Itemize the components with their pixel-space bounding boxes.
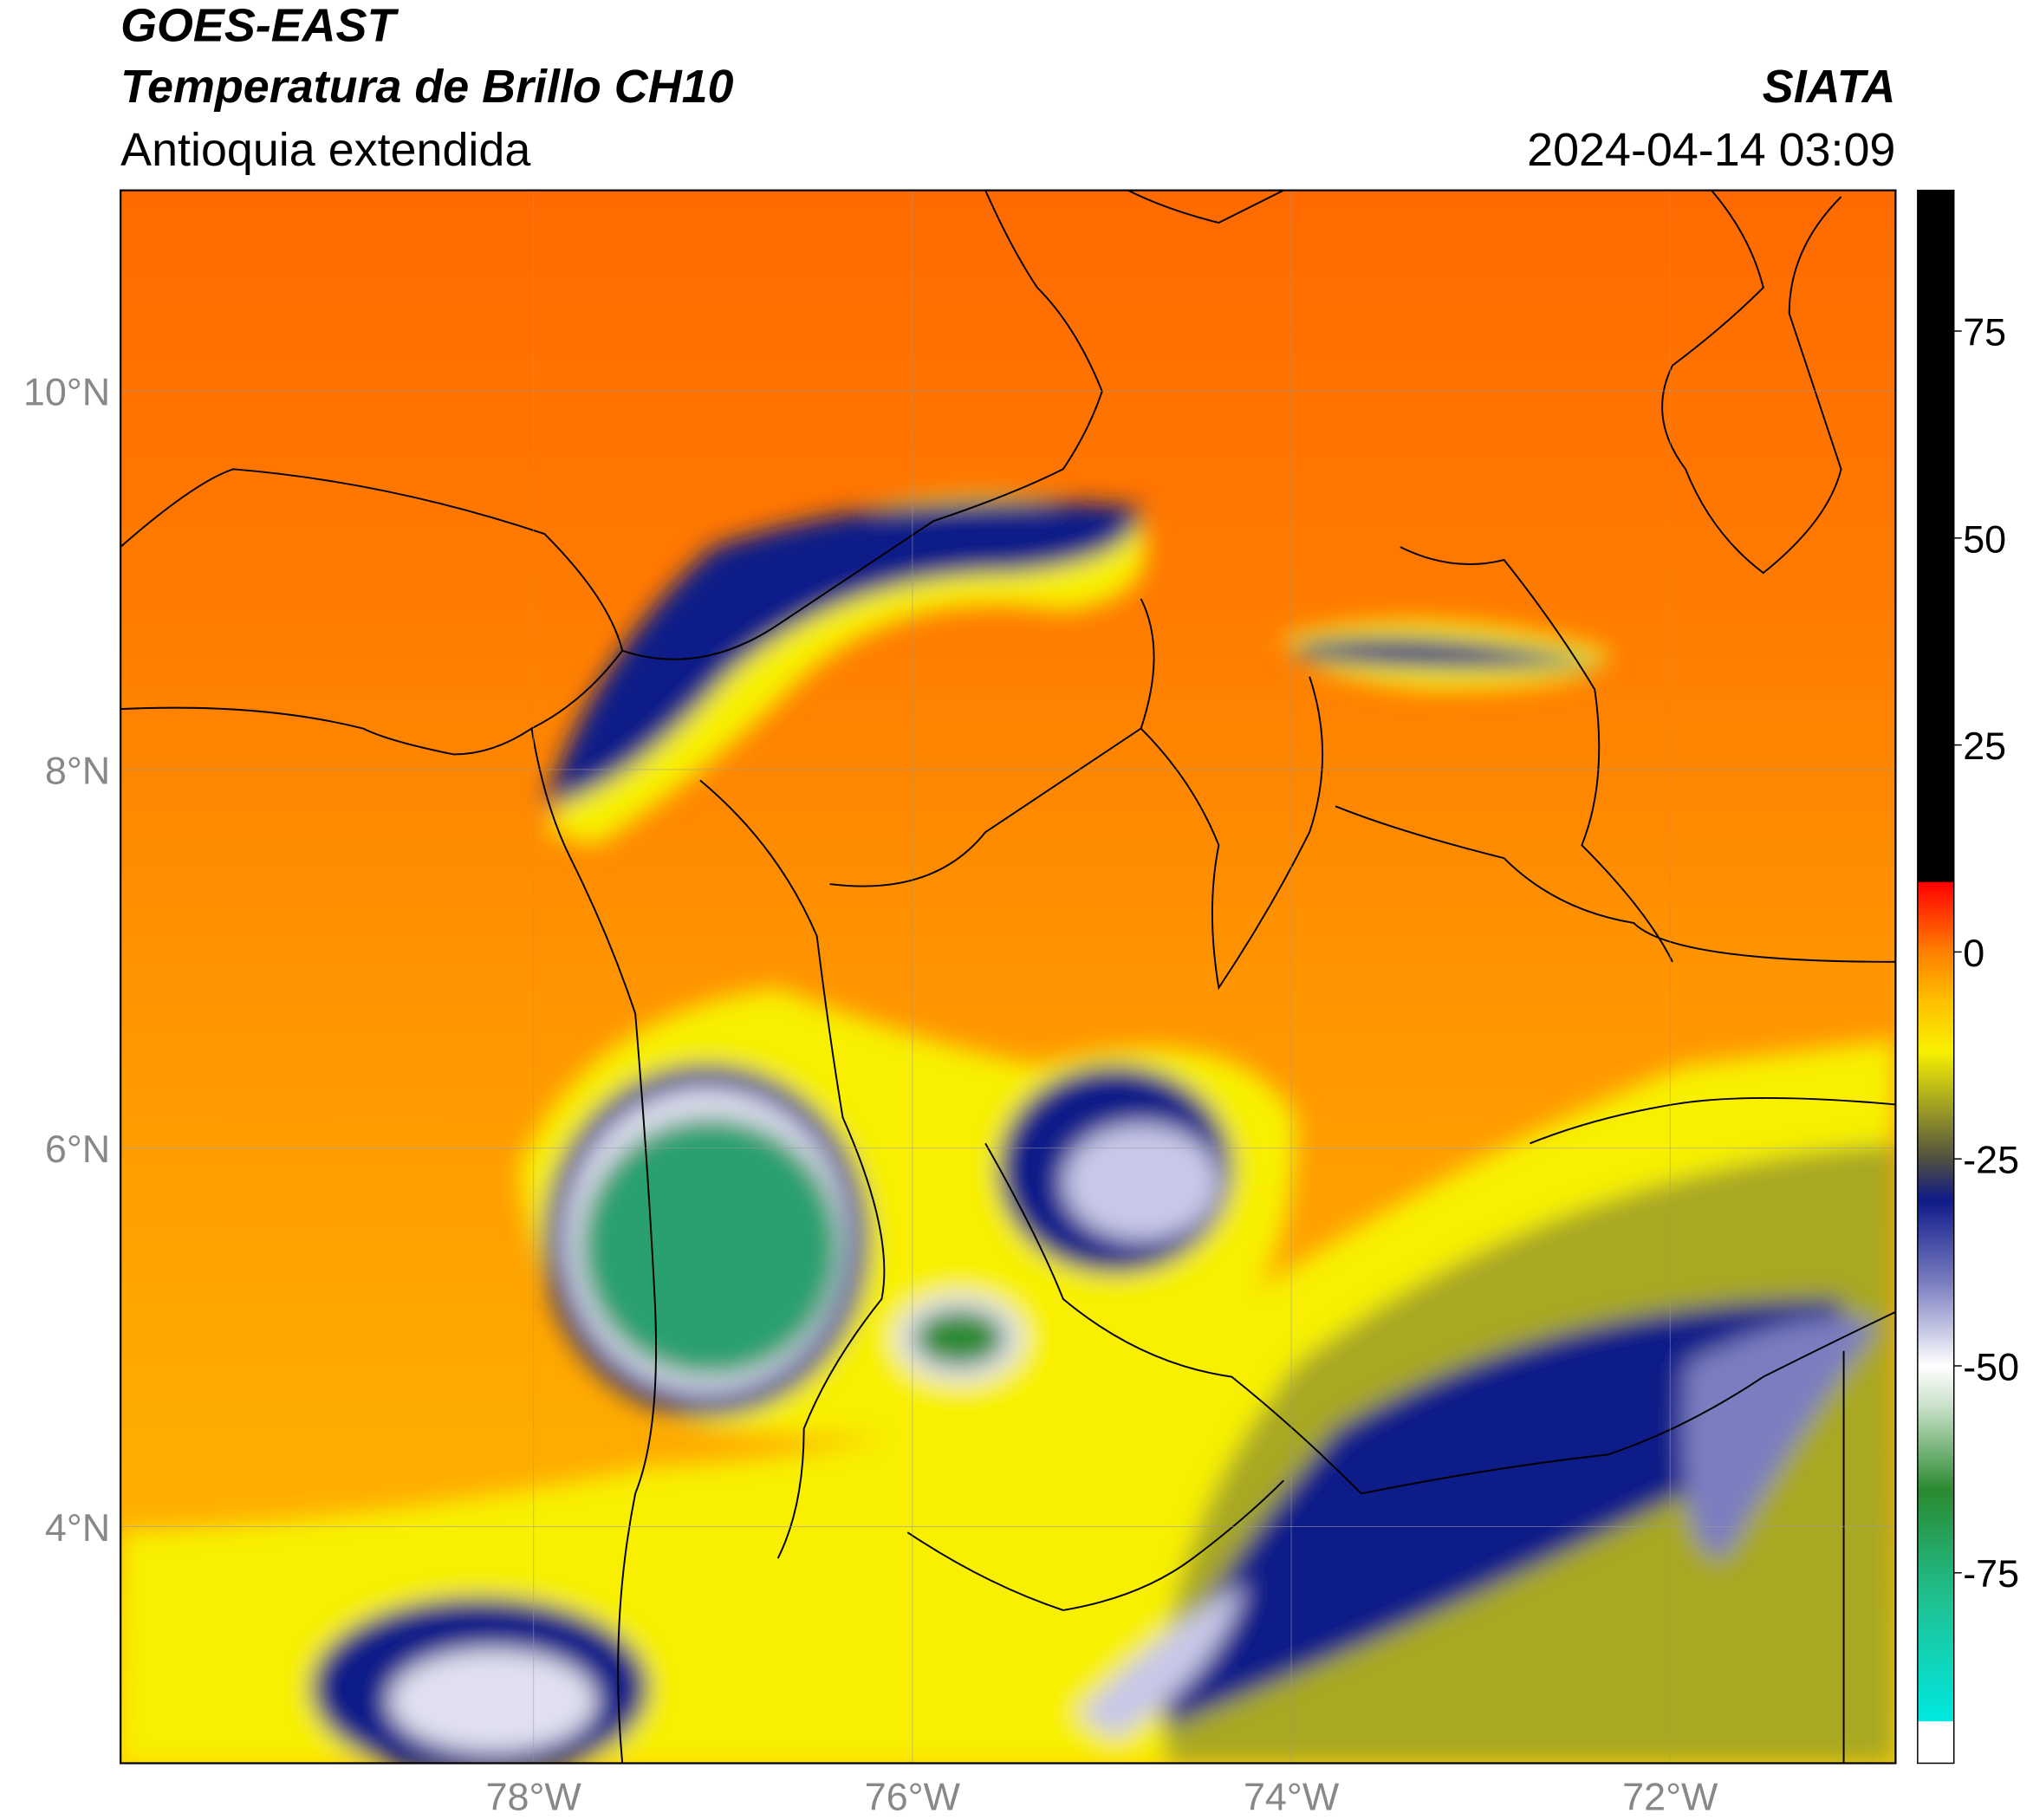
map-frame: [120, 189, 1897, 1765]
colorbar-tick-label: -25: [1963, 1138, 2019, 1182]
colorbar-tick-label: -75: [1963, 1551, 2019, 1596]
region: Antioquia extendida: [120, 124, 530, 176]
x-tick-label: 72°W: [1622, 1774, 1718, 1818]
colorbar: [1917, 189, 1955, 1765]
colorbar-tick-label: -50: [1963, 1344, 2019, 1388]
datetime: 2024-04-14 03:09: [1527, 124, 1895, 176]
y-tick-label: 10°N: [23, 370, 110, 414]
x-tick-label: 78°W: [486, 1774, 582, 1818]
y-tick-label: 4°N: [45, 1505, 110, 1550]
subtitle: Temperatura de Brillo CH10: [120, 61, 733, 113]
y-tick-label: 8°N: [45, 748, 110, 792]
source: SIATA: [1763, 61, 1896, 113]
satellite-image: [120, 190, 1896, 1764]
x-tick-label: 74°W: [1244, 1774, 1340, 1818]
y-tick-label: 6°N: [45, 1127, 110, 1171]
colorbar-tick-label: 50: [1963, 517, 2006, 561]
colorbar-tick-label: 25: [1963, 724, 2006, 768]
title: GOES-EAST: [120, 0, 399, 52]
colorbar-tick-label: 75: [1963, 309, 2006, 354]
x-tick-label: 76°W: [865, 1774, 961, 1818]
colorbar-tick-label: 0: [1963, 931, 1984, 975]
